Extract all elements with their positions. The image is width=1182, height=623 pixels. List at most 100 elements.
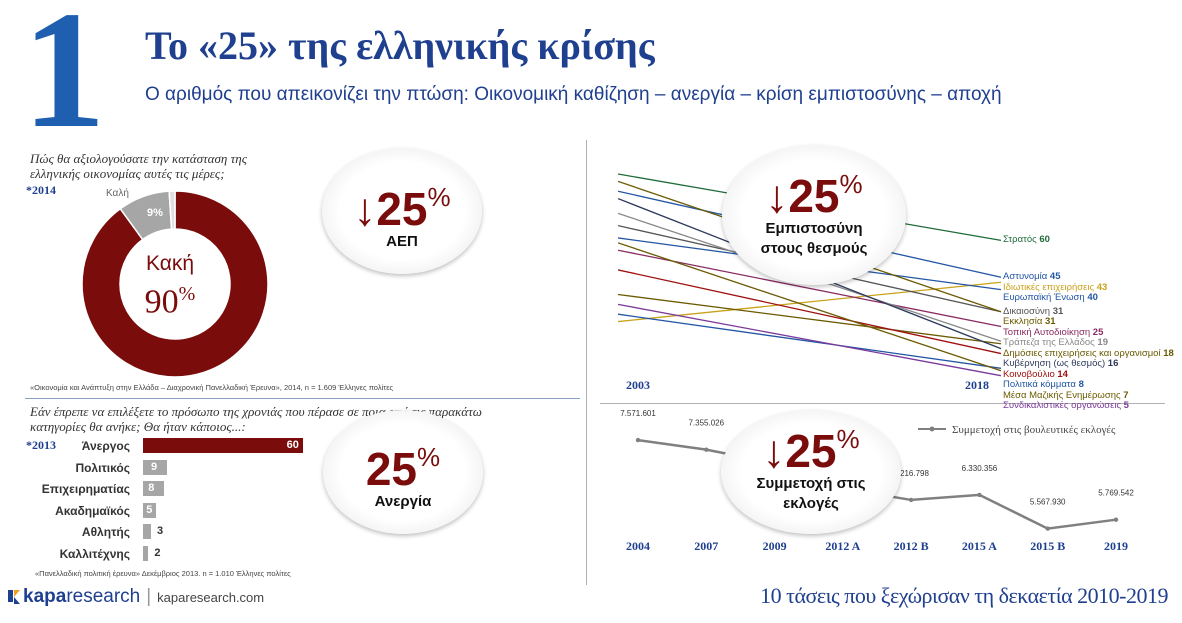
trust-series-name: Δικαιοσύνη: [1003, 305, 1053, 317]
gdp-figure: ↓25%: [322, 183, 482, 235]
turnout-value-label: 5.769.542: [1098, 489, 1134, 498]
turnout-bubble: ↓25% Συμμετοχή στις εκλογές: [721, 410, 901, 534]
gdp-label: ΑΕΠ: [386, 233, 418, 250]
turnout-legend: Συμμετοχή στις βουλευτικές εκλογές: [952, 424, 1116, 436]
donut-chart: 9%: [81, 190, 269, 378]
trust-series-label: Πολιτικά κόμματα 8: [1003, 379, 1084, 390]
unemployment-figure: 25%: [323, 443, 483, 495]
donut-good-label: Καλή: [106, 188, 129, 199]
unemployment-number: 25: [365, 443, 418, 495]
bars-question-line2: κατηγορίες θα ανήκε; Θα ήταν κάποιος...:: [30, 419, 246, 434]
turnout-value-label: 6.216.798: [893, 469, 929, 478]
logo-mark-icon: [8, 590, 20, 604]
bar-category-label: Καλλιτέχνης: [59, 546, 130, 561]
donut-bad-pct: %: [178, 283, 196, 305]
legend-marker: [929, 426, 935, 432]
trust-series-value: 7: [1123, 389, 1129, 401]
turnout-x-tick: 2015 B: [1030, 539, 1065, 553]
donut-bad-value: 90: [144, 283, 179, 321]
turnout-number: 25: [785, 425, 837, 477]
trust-series-label: Δημόσιες επιχειρήσεις και οργανισμοί 18: [1003, 348, 1174, 359]
turnout-x-tick: 2007: [694, 539, 718, 553]
unemployment-label: Ανεργία: [374, 493, 432, 510]
trust-series-label: Τράπεζα της Ελλάδος 19: [1003, 337, 1108, 348]
turnout-point: [977, 492, 982, 498]
bar-value-label: 9: [150, 460, 158, 473]
turnout-value-label: 7.355.026: [688, 419, 724, 428]
bar-category-label: Επιχειρηματίας: [41, 482, 130, 496]
trust-series-name: Ιδιωτικές επιχειρήσεις: [1003, 281, 1097, 293]
turnout-figure: ↓25%: [721, 425, 901, 477]
trust-series-line: [618, 303, 1002, 377]
donut-bad-value-wrap: 90%: [120, 276, 220, 320]
trust-series-value: 31: [1052, 305, 1064, 317]
trust-series-value: 43: [1096, 281, 1108, 293]
trust-series-value: 40: [1087, 292, 1098, 304]
footer-tagline: 10 τάσεις που ξεχώρισαν τη δεκαετία 2010…: [760, 583, 1168, 608]
donut-segment-other: [168, 190, 176, 230]
trust-series-label: Δικαιοσύνη 31: [1003, 306, 1063, 317]
vertical-divider: [586, 140, 587, 585]
gdp-number: 25: [376, 183, 428, 235]
turnout-value-label: 6.330.356: [962, 464, 998, 473]
turnout-value-label: 7.571.601: [620, 409, 656, 418]
right-section-divider: [600, 403, 1165, 404]
trust-year-end: 2018: [965, 378, 989, 392]
turnout-point: [1113, 517, 1119, 522]
turnout-x-tick: 2012 A: [825, 539, 860, 553]
trust-series-line: [618, 313, 1002, 369]
donut-bad-label: Κακή: [145, 252, 195, 275]
logo-separator: |: [146, 586, 152, 607]
bar-category-label: Ακαδημαϊκός: [55, 503, 130, 518]
trust-series-value: 18: [1163, 347, 1174, 359]
down-arrow-icon: ↓: [765, 170, 789, 222]
bars-source: «Πανελλαδική πολιτική έρευνα» Δεκέμβριος…: [35, 569, 291, 578]
trust-series-label: Στρατός 60: [1003, 234, 1050, 245]
trust-series-label: Ευρωπαϊκή Ένωση 40: [1003, 292, 1098, 303]
trust-series-name: Μέσα Μαζικής Ενημέρωσης: [1003, 389, 1124, 401]
logo-url[interactable]: kaparesearch.com: [157, 590, 265, 605]
trust-series-label: Αστυνομία 45: [1003, 271, 1060, 282]
trust-series-name: Τοπική Αυτοδιοίκηση: [1003, 326, 1093, 338]
bars-year: *2013: [26, 438, 56, 452]
bar-mark: [143, 545, 149, 561]
trust-series-label: Κυβέρνηση (ως θεσμός) 16: [1003, 358, 1118, 369]
turnout-x-tick: 2009: [763, 539, 787, 553]
bar-value-label: 3: [156, 525, 164, 537]
unemployment-bubble: 25% Ανεργία: [323, 410, 483, 534]
trust-series-name: Αστυνομία: [1003, 271, 1050, 283]
trust-series-label: Μέσα Μαζικής Ενημέρωσης 7: [1003, 390, 1129, 401]
turnout-line-chart: Συμμετοχή στις βουλευτικές εκλογές 7.571…: [620, 409, 1134, 553]
trust-number: 25: [788, 170, 840, 222]
gdp-pct: %: [427, 182, 451, 212]
trust-series-line: [618, 269, 1002, 355]
logo-brand: kapa: [23, 586, 67, 607]
trust-series-name: Κοινοβούλιο: [1003, 368, 1058, 380]
trust-series-line: [618, 293, 1002, 345]
down-arrow-icon: ↓: [353, 183, 377, 235]
trust-series-label: Εκκλησία 31: [1003, 316, 1056, 327]
turnout-x-tick: 2015 A: [962, 539, 997, 553]
turnout-x-tick: 2004: [626, 539, 650, 553]
trust-series-name: Συνδικαλιστικές οργανώσεις: [1003, 400, 1124, 412]
turnout-x-tick: 2019: [1104, 539, 1128, 553]
donut-good-value: 9%: [147, 207, 163, 219]
trust-series-value: 8: [1078, 379, 1084, 391]
kapa-logo[interactable]: kaparesearch | kaparesearch.com: [8, 586, 264, 608]
trust-series-name: Εκκλησία: [1003, 316, 1045, 328]
gdp-bubble: ↓25% ΑΕΠ: [322, 148, 482, 274]
trust-bubble: ↓25% Εμπιστοσύνη στους θεσμούς: [722, 145, 906, 285]
trust-series-value: 31: [1044, 316, 1056, 328]
donut-source: «Οικονομία και Ανάπτυξη στην Ελλάδα – Δι…: [30, 383, 394, 392]
turnout-point: [635, 437, 641, 443]
donut-segment-bad: [81, 190, 269, 378]
down-arrow-icon: ↓: [762, 425, 786, 477]
trust-series-label: Ιδιωτικές επιχειρήσεις 43: [1003, 282, 1107, 293]
unemployment-pct: %: [417, 442, 441, 472]
chapter-number: 1: [22, 0, 106, 163]
bar-category-label: Άνεργος: [81, 439, 130, 453]
bar-category-label: Πολιτικός: [75, 460, 130, 475]
trust-series-value: 45: [1049, 271, 1061, 283]
trust-series-value: 19: [1097, 337, 1108, 349]
donut-center: Κακή 90%: [120, 252, 220, 320]
